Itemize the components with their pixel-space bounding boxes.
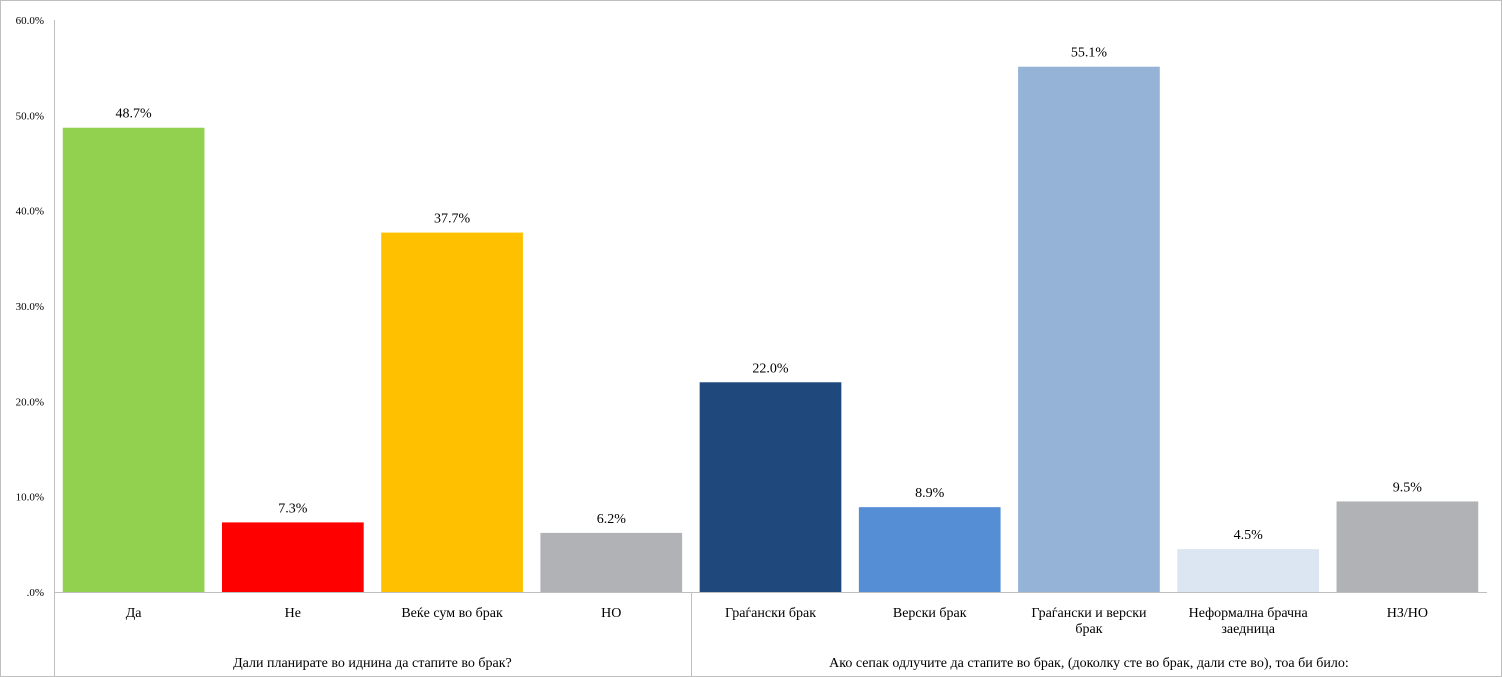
bar <box>1336 501 1479 592</box>
bar <box>540 532 683 592</box>
category-label: НО <box>601 606 621 621</box>
y-tick-label: 40.0% <box>16 206 44 218</box>
y-tick-label: 30.0% <box>16 301 44 313</box>
category-label: Веќе сум во брак <box>401 606 503 621</box>
category-label: Граѓански брак <box>725 606 816 621</box>
bar <box>62 127 205 592</box>
category-label: Неформална брачна заедница <box>1189 606 1309 637</box>
bar <box>221 522 364 592</box>
group-label: Дали планирате во иднина да стапите во б… <box>233 656 512 671</box>
data-label: 22.0% <box>752 361 789 376</box>
data-label: 37.7% <box>434 212 471 227</box>
y-tick-label: .0% <box>27 587 44 599</box>
data-label: 4.5% <box>1234 528 1264 543</box>
category-label: Верски брак <box>893 606 967 621</box>
bar <box>699 382 842 592</box>
y-tick-label: 50.0% <box>16 110 44 122</box>
group-label: Ако сепак одлучите да стапите во брак, (… <box>829 656 1349 671</box>
bar <box>381 232 523 593</box>
category-label: Граѓански и верски брак <box>1031 606 1147 637</box>
bar <box>1177 549 1320 592</box>
bar <box>858 507 1001 592</box>
category-label: НЗ/НО <box>1387 606 1428 621</box>
data-label: 9.5% <box>1393 480 1423 495</box>
data-label: 48.7% <box>116 107 153 122</box>
y-tick-label: 10.0% <box>16 492 44 504</box>
y-tick-label: 20.0% <box>16 396 44 408</box>
bar <box>1018 66 1160 593</box>
data-label: 55.1% <box>1071 46 1108 61</box>
category-label: Да <box>126 606 143 621</box>
y-tick-label: 60.0% <box>16 15 44 27</box>
data-label: 6.2% <box>597 512 627 527</box>
data-label: 7.3% <box>278 501 308 516</box>
data-label: 8.9% <box>915 486 945 501</box>
category-label: Не <box>285 606 301 621</box>
